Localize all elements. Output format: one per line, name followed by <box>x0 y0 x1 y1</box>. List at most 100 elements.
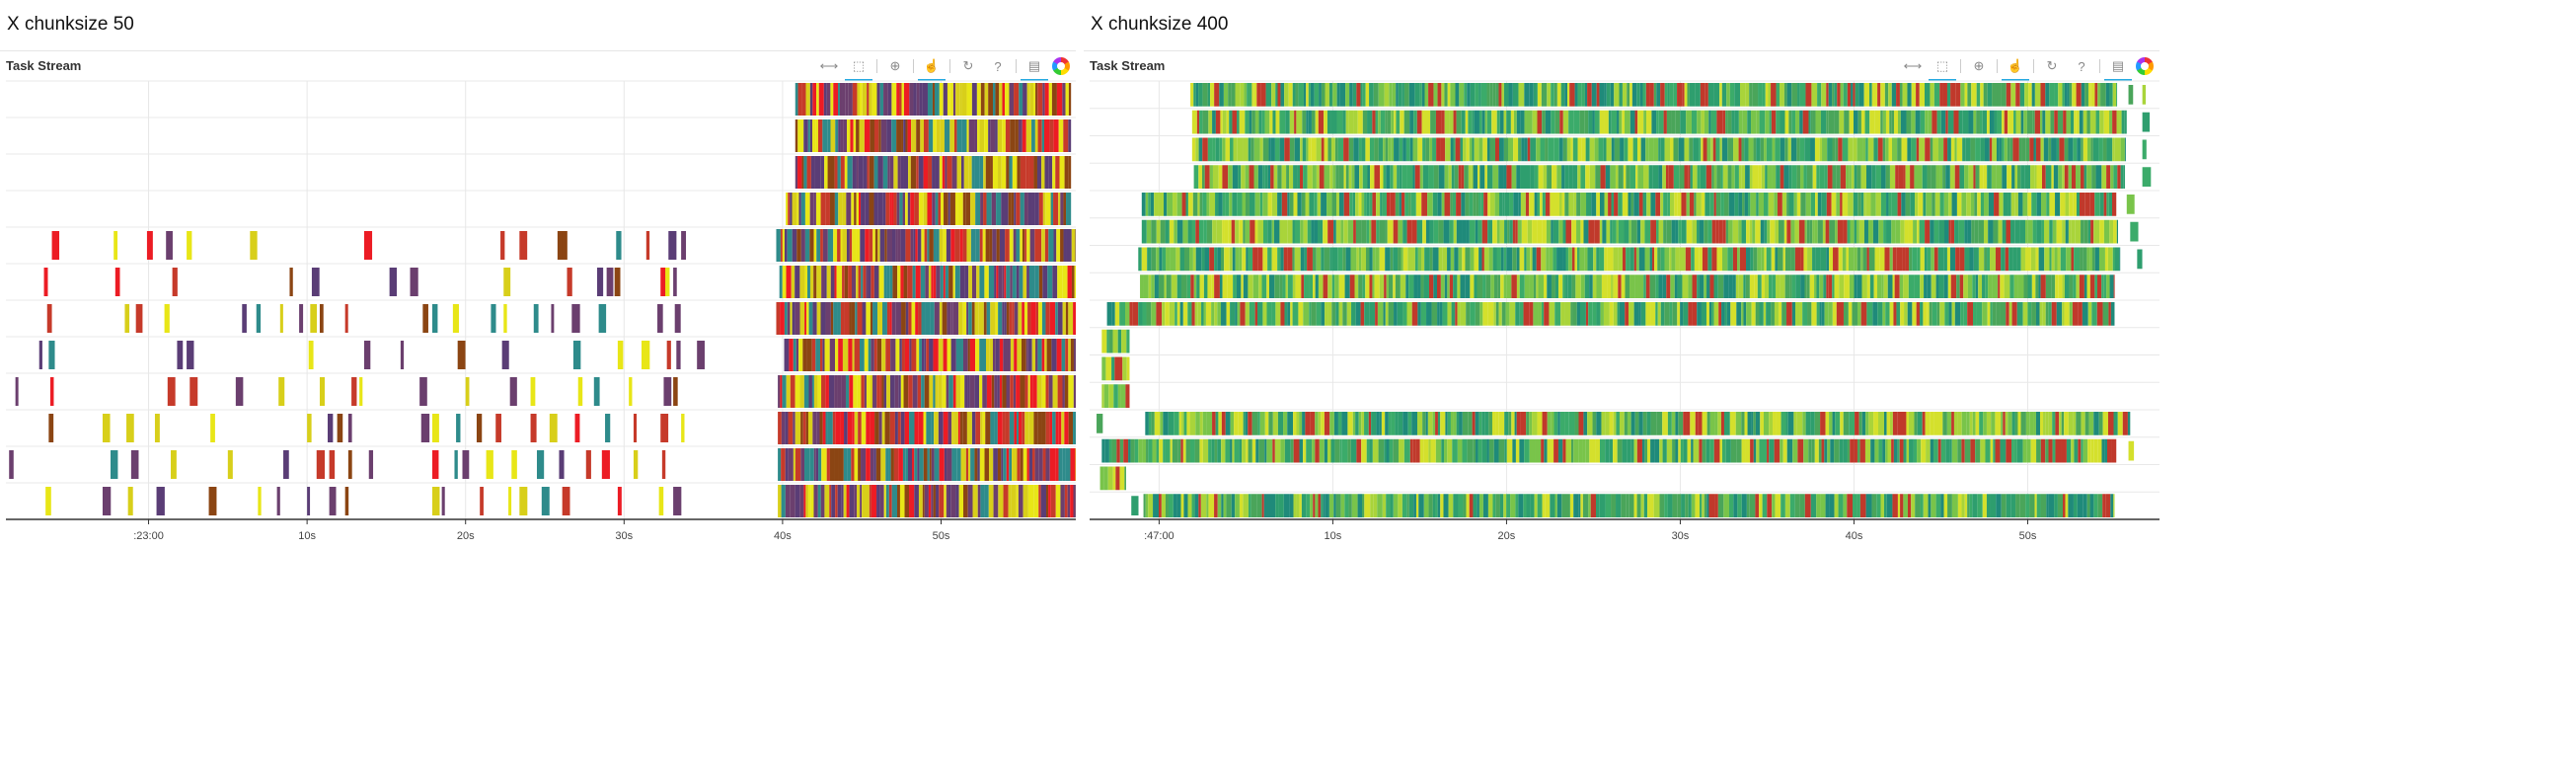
task-bar <box>1174 302 1177 326</box>
wheel-zoom-icon[interactable]: ⊕ <box>889 58 901 73</box>
tap-icon[interactable]: ☝ <box>918 55 946 81</box>
task-bar <box>868 339 871 371</box>
task-bar <box>912 448 915 481</box>
help-icon[interactable]: ? <box>994 58 1002 74</box>
task-bar <box>1280 247 1284 272</box>
task-bar <box>1642 83 1646 107</box>
box-zoom-icon[interactable]: ⬚ <box>845 55 872 81</box>
task-bar <box>2113 219 2117 244</box>
task-bar <box>800 119 804 152</box>
bokeh-logo-icon[interactable] <box>1052 57 1070 75</box>
task-bar <box>1450 137 1454 162</box>
task-bar <box>1572 137 1578 162</box>
task-bar <box>1194 494 1199 517</box>
task-bar <box>1490 274 1494 298</box>
task-bar <box>1706 412 1710 435</box>
task-bar <box>890 448 894 481</box>
task-bar <box>1844 274 1850 298</box>
task-bar <box>154 414 160 442</box>
task-bar <box>1943 137 1948 162</box>
hover-icon[interactable]: ▤ <box>2104 55 2132 81</box>
task-bar <box>1045 412 1050 444</box>
task-bar <box>1195 412 1200 435</box>
task-bar <box>1226 494 1232 517</box>
task-bar <box>2068 412 2074 435</box>
task-bar <box>1294 137 1301 162</box>
task-bar <box>1774 193 1778 216</box>
tap-icon[interactable]: ☝ <box>2002 55 2029 81</box>
task-bar <box>1475 412 1479 435</box>
task-bar <box>1457 438 1463 463</box>
pan-icon[interactable]: ⟷ <box>1903 58 1923 73</box>
task-bar <box>1656 219 1659 244</box>
task-bar <box>48 341 55 369</box>
task-bar <box>976 266 980 298</box>
task-bar <box>2035 302 2040 326</box>
task-bar <box>1940 110 1946 134</box>
task-bar <box>310 304 318 333</box>
task-bar <box>1281 193 1288 216</box>
task-bar <box>1204 165 1210 189</box>
task-bar <box>1021 339 1026 371</box>
help-icon[interactable]: ? <box>2078 58 2085 74</box>
task-bar <box>858 266 862 298</box>
task-bar <box>1953 110 1959 134</box>
box-zoom-icon[interactable]: ⬚ <box>1929 55 1956 81</box>
task-bar <box>1825 494 1830 517</box>
task-bar <box>801 83 806 116</box>
task-bar <box>1596 247 1600 272</box>
task-bar <box>1964 438 1971 463</box>
task-bar <box>1729 83 1735 107</box>
task-stream-plot[interactable]: :23:00 10s 20s 30s 40s 50s <box>0 79 1076 553</box>
task-bar <box>1187 219 1192 244</box>
reset-icon[interactable]: ↻ <box>962 58 974 73</box>
task-bar <box>2073 494 2078 517</box>
task-bar <box>1181 412 1184 435</box>
task-bar <box>1875 165 1881 189</box>
task-bar <box>1746 219 1750 244</box>
pan-icon[interactable]: ⟷ <box>819 58 839 73</box>
hover-icon[interactable]: ▤ <box>1021 55 1048 81</box>
task-bar <box>1387 219 1394 244</box>
task-bar <box>2032 219 2037 244</box>
task-bar <box>978 302 984 335</box>
task-bar <box>114 268 120 296</box>
task-bar <box>1212 137 1216 162</box>
task-bar <box>1670 274 1675 298</box>
task-bar <box>1612 219 1617 244</box>
task-bar <box>2022 438 2027 463</box>
bokeh-logo-icon[interactable] <box>2136 57 2154 75</box>
task-bar <box>1865 165 1872 189</box>
task-bar <box>1978 247 1985 272</box>
task-bar <box>1035 302 1039 335</box>
task-bar <box>1571 274 1576 298</box>
task-bar <box>2040 83 2046 107</box>
task-bar <box>1103 384 1109 408</box>
task-bar <box>886 229 893 262</box>
task-bar <box>1709 412 1715 435</box>
task-bar <box>1192 247 1196 272</box>
task-bar <box>799 302 805 335</box>
task-stream-plot[interactable]: :47:00 10s 20s 30s 40s 50s <box>1084 79 2159 553</box>
task-bar <box>996 229 1000 262</box>
task-bar <box>1821 438 1825 463</box>
task-bar <box>943 83 947 116</box>
task-bar <box>829 485 832 517</box>
task-bar <box>1762 83 1766 107</box>
task-bar <box>1714 494 1718 517</box>
task-bar <box>1029 375 1033 408</box>
wheel-zoom-icon[interactable]: ⊕ <box>1973 58 1985 73</box>
task-bar <box>1420 274 1424 298</box>
task-bar <box>840 119 844 152</box>
task-bar <box>856 119 860 152</box>
task-bar <box>1126 356 1130 381</box>
task-bar <box>831 485 836 517</box>
task-bar <box>1738 165 1742 189</box>
task-bar <box>843 485 847 517</box>
task-bar <box>1203 274 1208 298</box>
task-bar <box>1775 494 1781 517</box>
reset-icon[interactable]: ↻ <box>2046 58 2058 73</box>
task-bar <box>1647 438 1651 463</box>
task-bar <box>919 448 924 481</box>
task-bar <box>1990 494 1997 517</box>
